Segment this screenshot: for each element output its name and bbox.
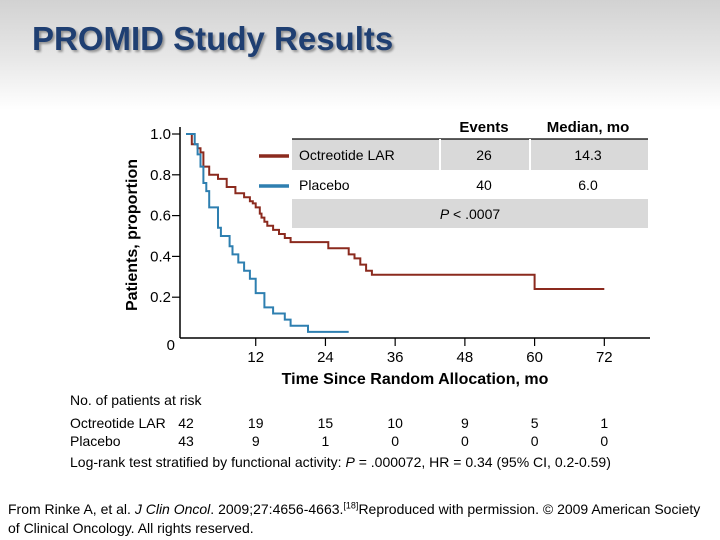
x-tick-label: 72 xyxy=(596,349,613,366)
at-risk-count: 5 xyxy=(530,415,539,431)
logrank-text-a: Log-rank test stratified by functional a… xyxy=(70,454,346,470)
at-risk-label: Octreotide LAR xyxy=(70,415,166,431)
x-tick-label: 24 xyxy=(317,349,334,366)
p-value: P < .0007 xyxy=(440,206,501,222)
at-risk-count: 1 xyxy=(321,433,330,449)
at-risk-count: 9 xyxy=(251,433,260,449)
median-placebo: 6.0 xyxy=(578,177,598,193)
survival-curves xyxy=(186,133,605,333)
at-risk-count: 15 xyxy=(317,415,334,431)
origin-label: 0 xyxy=(167,337,175,354)
events-octreotide: 26 xyxy=(476,147,492,163)
results-table: Events Median, mo Octreotide LAR Placebo… xyxy=(259,119,648,228)
y-tick-label: 0.2 xyxy=(150,289,171,306)
y-tick-label: 0.6 xyxy=(150,208,171,225)
at-risk-count: 0 xyxy=(530,433,539,449)
octreotide-survival-curve xyxy=(186,133,605,290)
table-row-shade-pvalue xyxy=(292,199,648,228)
km-chart: Events Median, mo Octreotide LAR Placebo… xyxy=(124,119,650,388)
table-header-median: Median, mo xyxy=(547,119,630,136)
source-ref: [18] xyxy=(343,500,359,511)
source-journal: J Clin Oncol xyxy=(134,501,211,517)
y-axis-title: Patients, proportion xyxy=(124,159,141,311)
at-risk-count: 43 xyxy=(178,433,194,449)
at-risk-label: Placebo xyxy=(70,433,121,449)
source-text-b: . 2009;27:4656-4663. xyxy=(210,501,344,517)
table-header-events: Events xyxy=(459,119,508,136)
legend-label-octreotide: Octreotide LAR xyxy=(299,147,395,163)
at-risk-count: 0 xyxy=(600,433,609,449)
y-tick-label: 0.8 xyxy=(150,167,171,184)
x-tick-label: 12 xyxy=(247,349,264,366)
x-tick-label: 36 xyxy=(387,349,404,366)
table-row-shade-octreotide xyxy=(292,139,648,170)
axes: 0 Time Since Random Allocation, mo Patie… xyxy=(124,126,650,388)
p-value-symbol: P xyxy=(440,206,450,222)
x-tick-label: 48 xyxy=(457,349,474,366)
at-risk-count: 1 xyxy=(600,415,609,431)
logrank-text-b: = .000072, HR = 0.34 (95% CI, 0.2-0.59) xyxy=(354,454,611,470)
median-octreotide: 14.3 xyxy=(574,147,601,163)
at-risk-row-octreotide: Octreotide LAR 42 19 15 10 9 5 1 xyxy=(70,415,710,433)
page-title: PROMID Study Results xyxy=(32,20,394,57)
source-citation: From Rinke A, et al. J Clin Oncol. 2009;… xyxy=(8,500,708,538)
logrank-note: Log-rank test stratified by functional a… xyxy=(70,454,611,470)
at-risk-count: 0 xyxy=(391,433,400,449)
at-risk-count: 10 xyxy=(387,415,403,431)
p-value-text: < .0007 xyxy=(449,206,500,222)
at-risk-count: 9 xyxy=(460,415,469,431)
source-text-c: Reproduced with permission. © 2009 Ameri… xyxy=(8,501,701,536)
at-risk-count: 19 xyxy=(247,415,264,431)
events-placebo: 40 xyxy=(476,177,492,193)
logrank-p-symbol: P xyxy=(345,454,355,470)
at-risk-count: 42 xyxy=(178,415,194,431)
placebo-survival-curve xyxy=(186,133,349,333)
x-axis-title: Time Since Random Allocation, mo xyxy=(282,371,549,388)
at-risk-row-placebo: Placebo 43 9 1 0 0 0 0 xyxy=(70,433,710,451)
at-risk-heading: No. of patients at risk xyxy=(70,392,202,408)
y-tick-label: 1.0 xyxy=(150,126,171,143)
at-risk-count: 0 xyxy=(460,433,469,449)
x-tick-label: 60 xyxy=(526,349,543,366)
y-tick-label: 0.4 xyxy=(150,248,171,265)
legend-label-placebo: Placebo xyxy=(299,177,350,193)
source-text-a: From Rinke A, et al. xyxy=(8,501,135,517)
